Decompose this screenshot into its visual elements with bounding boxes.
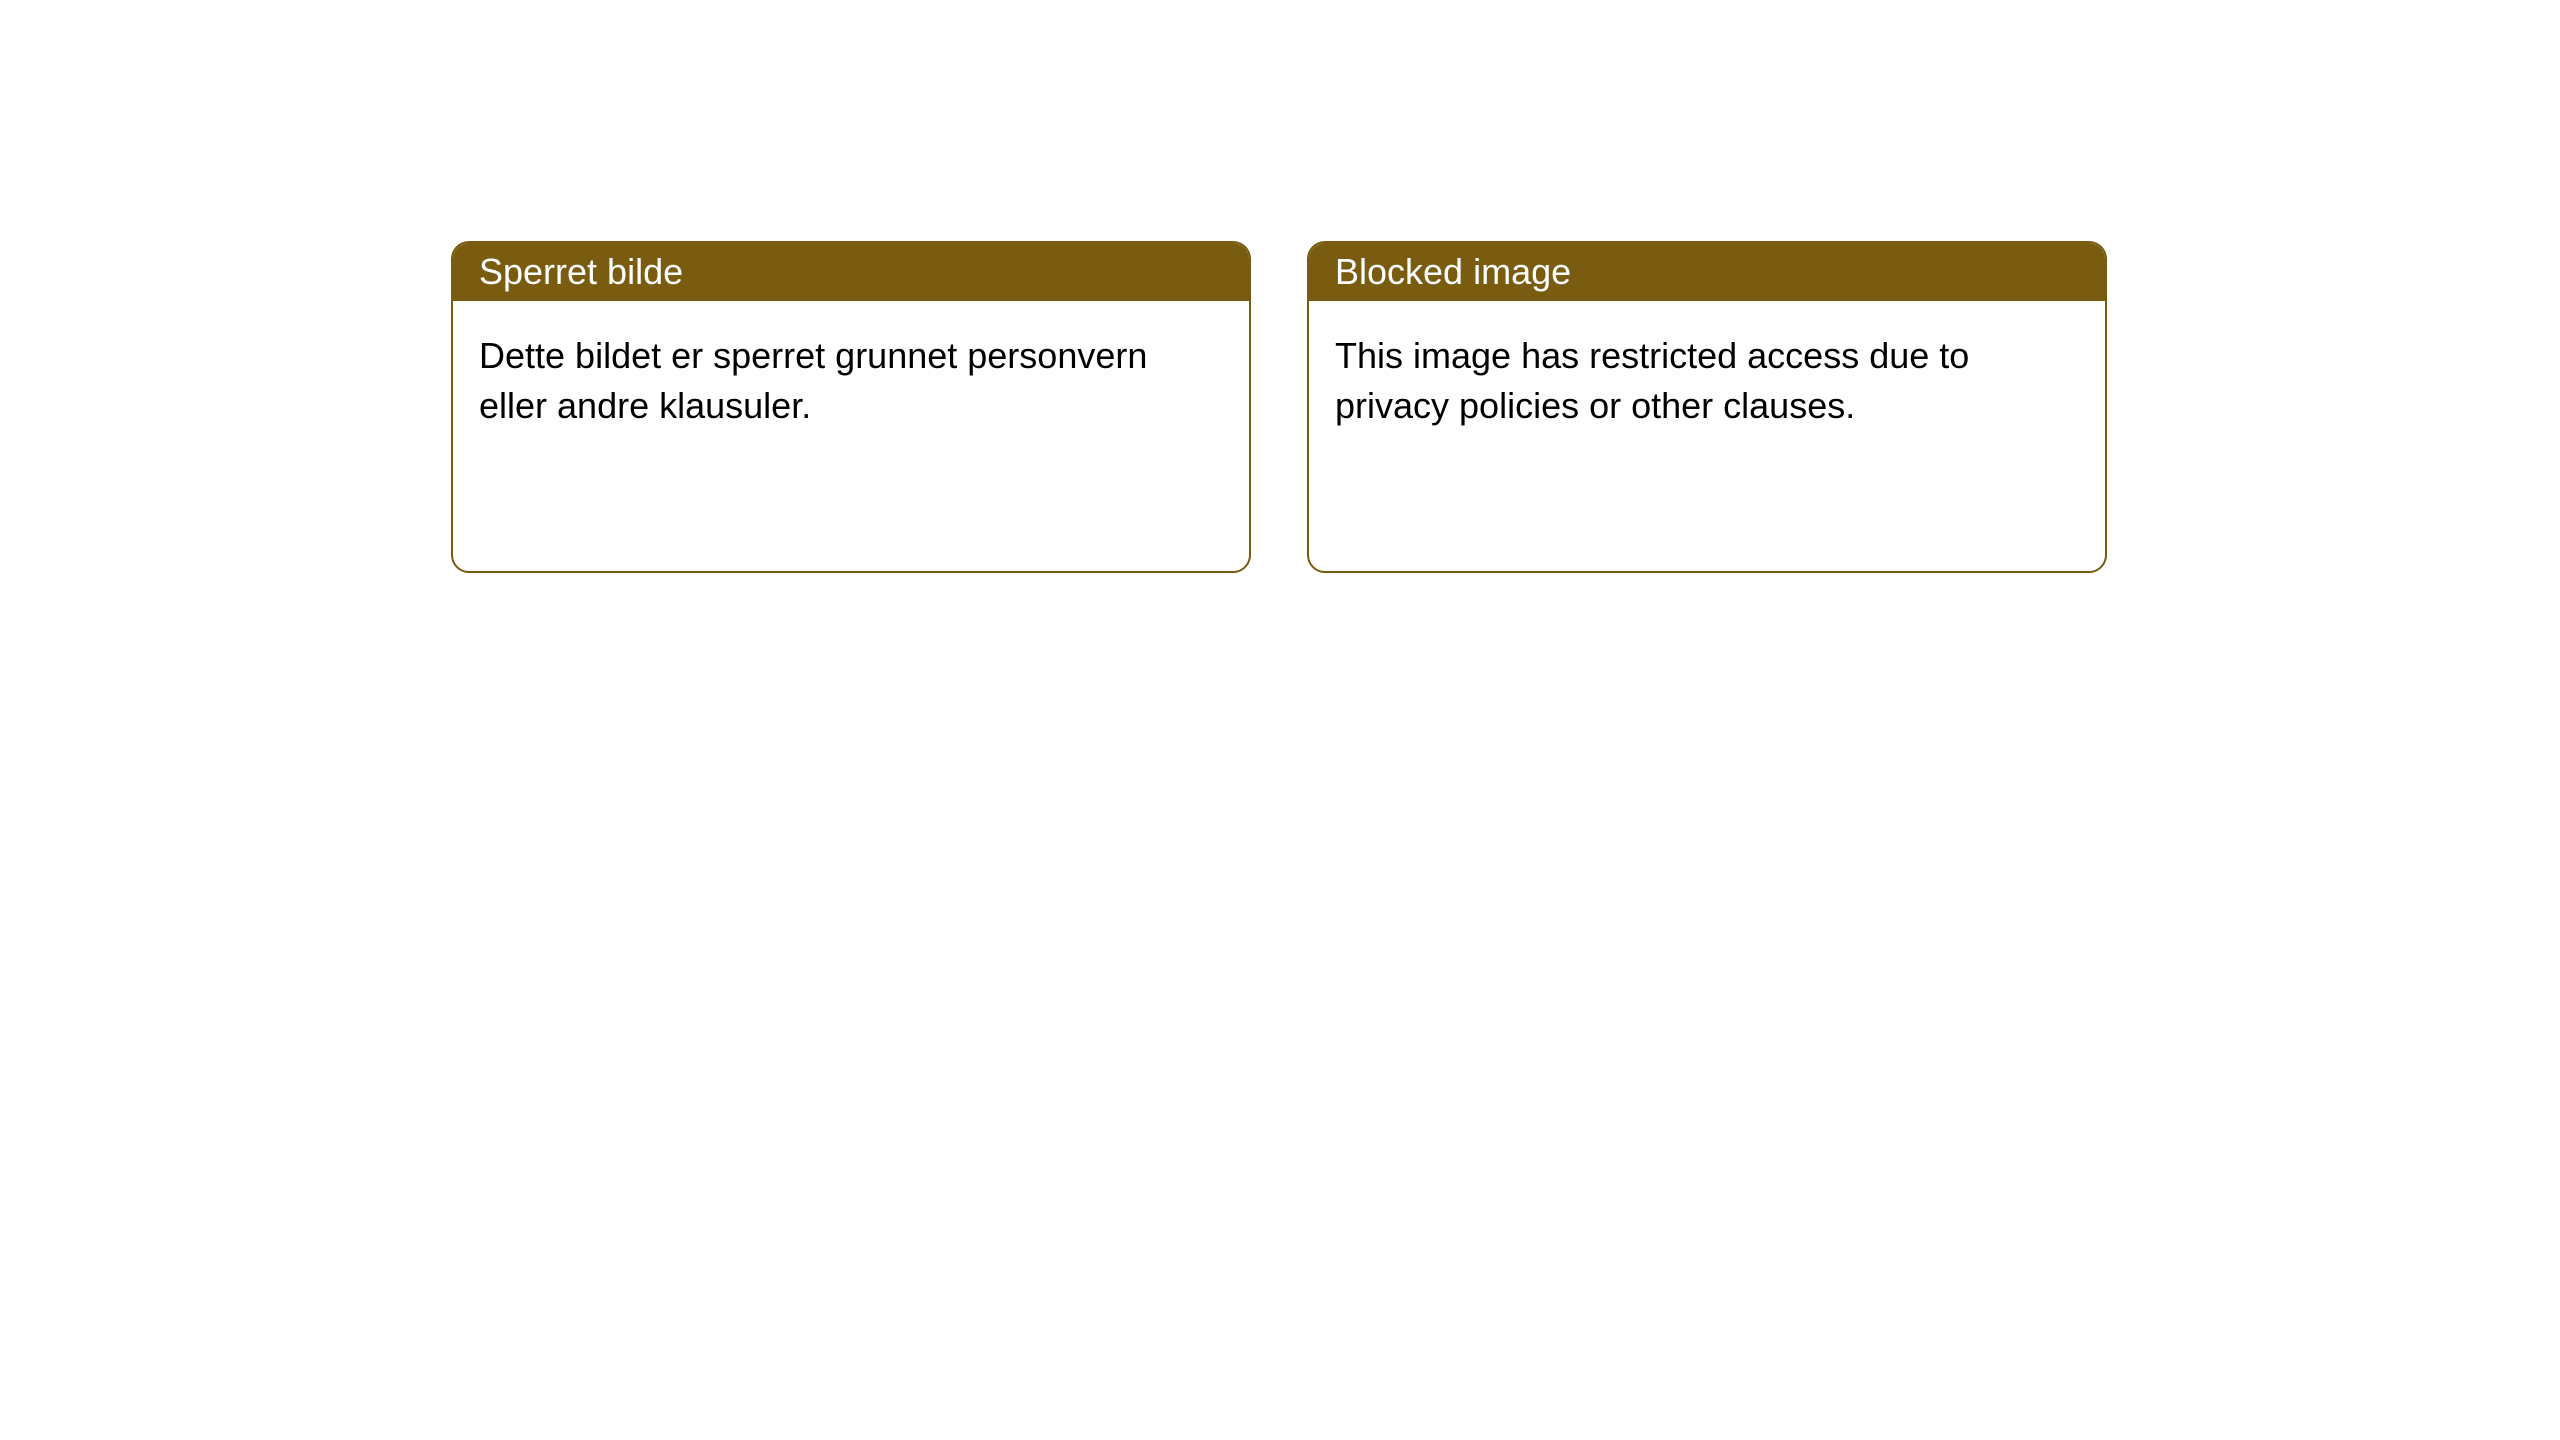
notice-body-text: This image has restricted access due to … — [1335, 335, 1969, 426]
notice-container: Sperret bilde Dette bildet er sperret gr… — [0, 0, 2560, 573]
notice-card-norwegian: Sperret bilde Dette bildet er sperret gr… — [451, 241, 1251, 573]
notice-title: Blocked image — [1335, 251, 1571, 292]
notice-card-english: Blocked image This image has restricted … — [1307, 241, 2107, 573]
notice-header: Sperret bilde — [453, 243, 1249, 301]
notice-body-text: Dette bildet er sperret grunnet personve… — [479, 335, 1147, 426]
notice-header: Blocked image — [1309, 243, 2105, 301]
notice-body: This image has restricted access due to … — [1309, 301, 2105, 462]
notice-body: Dette bildet er sperret grunnet personve… — [453, 301, 1249, 462]
notice-title: Sperret bilde — [479, 251, 683, 292]
